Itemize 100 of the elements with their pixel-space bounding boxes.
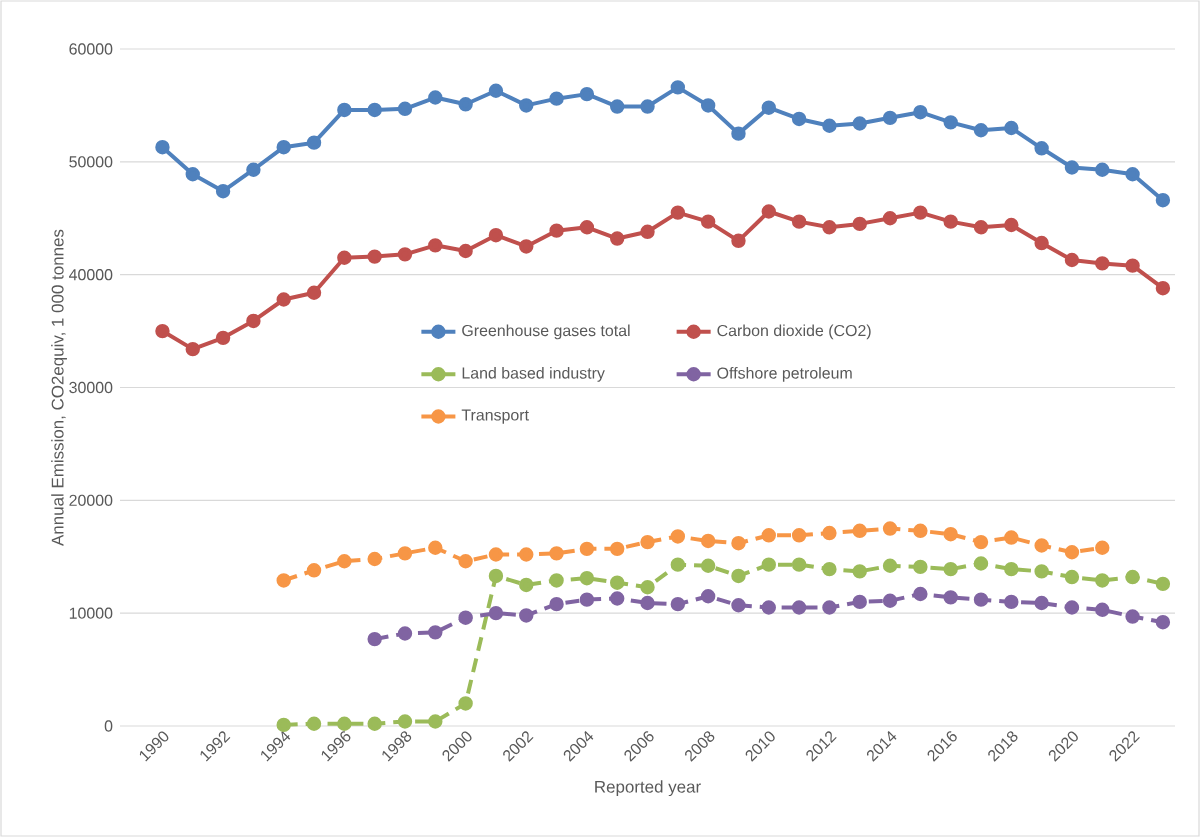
point: [549, 546, 564, 561]
point: [640, 99, 655, 114]
point: [822, 600, 837, 615]
point: [1004, 594, 1019, 610]
point: [1034, 538, 1049, 553]
point: [337, 250, 352, 265]
point: [428, 714, 443, 729]
point: [337, 716, 352, 731]
point: [973, 123, 989, 138]
point: [155, 139, 170, 155]
point: [640, 224, 655, 239]
point: [488, 83, 504, 98]
point: [1125, 609, 1140, 624]
point: [761, 528, 776, 543]
point: [306, 563, 322, 578]
point: [337, 102, 352, 118]
point: [670, 557, 686, 572]
point: [640, 534, 655, 550]
point: [700, 558, 716, 573]
point: [276, 139, 291, 155]
point: [700, 98, 716, 113]
point: [943, 590, 958, 605]
y-tick-label: 60000: [69, 43, 113, 55]
y-tick-label: 30000: [69, 381, 113, 394]
point: [1095, 162, 1110, 177]
point: [428, 238, 443, 253]
point: [761, 204, 776, 219]
legend-label: Offshore petroleum: [717, 366, 852, 382]
point: [155, 323, 170, 339]
point: [488, 547, 504, 562]
point: [731, 536, 746, 551]
y-tick-label: 50000: [69, 156, 113, 168]
point: [185, 167, 200, 182]
point: [367, 551, 382, 567]
point: [670, 80, 686, 95]
y-axis-title: Annual Emission, CO2equiv, 1 000 tonnes: [51, 229, 67, 546]
point: [731, 126, 746, 141]
point: [610, 591, 625, 606]
point: [458, 610, 473, 625]
point: [822, 220, 837, 235]
point: [579, 592, 595, 607]
point: [700, 214, 716, 229]
point: [761, 600, 776, 615]
point: [276, 292, 291, 307]
point: [428, 90, 443, 105]
y-tick-label: 40000: [69, 269, 113, 281]
y-tick-label: 0: [104, 720, 113, 732]
point: [943, 526, 958, 542]
point: [1095, 256, 1110, 271]
point: [397, 101, 413, 117]
point: [397, 714, 413, 729]
point: [367, 716, 382, 731]
point: [1034, 235, 1049, 251]
point: [549, 573, 564, 588]
point: [246, 313, 261, 329]
point: [337, 554, 352, 569]
point: [731, 233, 746, 249]
point: [913, 586, 928, 602]
point: [943, 214, 958, 229]
point: [397, 546, 413, 561]
point: [1064, 545, 1080, 560]
point: [1064, 569, 1080, 585]
point: [1064, 252, 1080, 268]
point: [852, 594, 867, 610]
point: [610, 575, 625, 590]
point: [579, 541, 595, 557]
point: [943, 561, 958, 577]
point: [913, 104, 928, 120]
point: [791, 557, 807, 572]
point: [458, 554, 473, 569]
point: [882, 110, 898, 126]
point: [1004, 120, 1019, 136]
point: [1155, 576, 1171, 592]
point: [1125, 167, 1140, 182]
point: [852, 564, 867, 579]
y-tick-label: 10000: [69, 607, 113, 619]
point: [1095, 573, 1110, 588]
point: [791, 214, 807, 229]
point: [306, 135, 322, 150]
point: [1034, 564, 1049, 579]
point: [1155, 193, 1171, 208]
point: [610, 231, 625, 246]
point: [488, 568, 504, 584]
legend-label: Carbon dioxide (CO2): [717, 324, 871, 340]
point: [519, 577, 534, 593]
point: [185, 341, 200, 357]
point: [973, 220, 989, 235]
point: [215, 330, 231, 346]
legend-label: Greenhouse gases total: [462, 324, 630, 340]
point: [367, 631, 382, 647]
point: [1064, 160, 1080, 175]
point: [1034, 595, 1049, 611]
point: [276, 573, 291, 588]
point: [882, 593, 898, 608]
point: [852, 523, 867, 538]
point: [1125, 258, 1140, 273]
point: [488, 227, 504, 243]
x-axis-title: Reported year: [595, 780, 701, 797]
point: [1095, 540, 1110, 555]
point: [579, 570, 595, 586]
